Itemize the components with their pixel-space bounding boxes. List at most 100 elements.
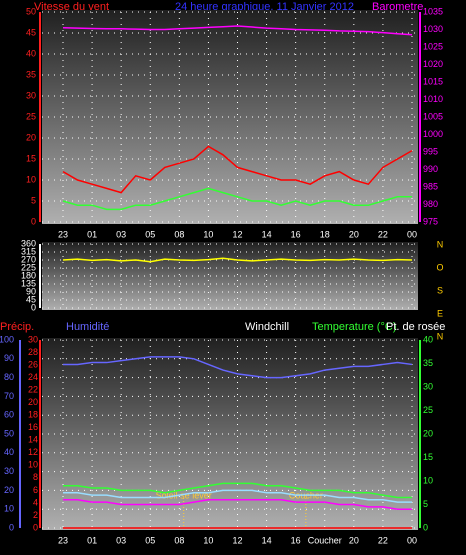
series-line bbox=[62, 187, 412, 211]
x-tick-label: 10 bbox=[203, 535, 213, 545]
y2-axis-title: Temperature (°C) bbox=[312, 321, 396, 333]
y-tick-label: 40 bbox=[26, 48, 36, 58]
y-tick-label: 22 bbox=[28, 385, 38, 395]
legend-label: Pt. de rosée bbox=[386, 321, 445, 333]
y2-tick-label: 15 bbox=[423, 452, 433, 462]
y-tick-label: 180 bbox=[21, 270, 36, 280]
annotation: Soleil se lever bbox=[156, 490, 212, 500]
y2-tick-label: 1015 bbox=[423, 76, 443, 86]
y-tick-label: 18 bbox=[28, 410, 38, 420]
y-tick-label: 90 bbox=[26, 286, 36, 296]
y3-tick-label: 10 bbox=[4, 504, 14, 514]
y3-tick-label: 30 bbox=[4, 466, 14, 476]
y-tick-label: 225 bbox=[21, 262, 36, 272]
y2-tick-label: 25 bbox=[423, 405, 433, 415]
y2-tick-label: 10 bbox=[423, 475, 433, 485]
y-tick-label: 45 bbox=[26, 27, 36, 37]
compass-label: N bbox=[437, 331, 444, 341]
y3-tick-label: 60 bbox=[4, 410, 14, 420]
y3-tick-label: 50 bbox=[4, 428, 14, 438]
y2-tick-label: 1030 bbox=[423, 24, 443, 34]
y-axis-title: Précip. bbox=[0, 321, 34, 333]
series-line bbox=[63, 356, 413, 379]
x-tick-label: 20 bbox=[349, 535, 359, 545]
x-tick-label: 03 bbox=[116, 229, 126, 239]
y2-tick-label: 985 bbox=[423, 181, 438, 191]
x-tick-label: 16 bbox=[291, 535, 301, 545]
series-line bbox=[63, 482, 412, 499]
y3-tick-label: 0 bbox=[9, 522, 14, 532]
series-line bbox=[62, 257, 413, 263]
y-tick-label: 14 bbox=[28, 435, 38, 445]
y3-tick-label: 70 bbox=[4, 391, 14, 401]
y-tick-label: 28 bbox=[28, 347, 38, 357]
y-tick-label: 6 bbox=[33, 485, 38, 495]
series-line bbox=[63, 499, 412, 510]
x-tick-label: 16 bbox=[291, 229, 301, 239]
x-tick-label: 14 bbox=[262, 535, 272, 545]
y-tick-label: 30 bbox=[28, 334, 38, 344]
x-tick-label: 05 bbox=[145, 535, 155, 545]
y2-tick-label: 975 bbox=[423, 216, 438, 226]
y-tick-label: 20 bbox=[26, 132, 36, 142]
series-line bbox=[62, 145, 413, 194]
y2-tick-label: 1005 bbox=[423, 111, 443, 121]
y-tick-label: 10 bbox=[28, 460, 38, 470]
x-tick-label: 10 bbox=[203, 229, 213, 239]
y3-tick-label: 20 bbox=[4, 485, 14, 495]
x-tick-label: 12 bbox=[232, 535, 242, 545]
plot-area bbox=[42, 10, 418, 224]
compass-label: O bbox=[436, 262, 443, 272]
y-tick-label: 4 bbox=[33, 497, 38, 507]
compass-label: S bbox=[437, 285, 443, 295]
y2-tick-label: 1000 bbox=[423, 129, 443, 139]
y2-tick-label: 20 bbox=[423, 428, 433, 438]
series-line bbox=[62, 25, 413, 36]
x-tick-label: 22 bbox=[378, 229, 388, 239]
y-tick-label: 0 bbox=[31, 216, 36, 226]
y-tick-label: 30 bbox=[26, 90, 36, 100]
y-tick-label: 270 bbox=[21, 254, 36, 264]
y2-tick-label: 1010 bbox=[423, 94, 443, 104]
y-tick-label: 2 bbox=[33, 510, 38, 520]
x-tick-label: 22 bbox=[378, 535, 388, 545]
y2-tick-label: 990 bbox=[423, 164, 438, 174]
y2-tick-label: 0 bbox=[423, 522, 428, 532]
y-tick-label: 5 bbox=[31, 195, 36, 205]
y3-tick-label: 80 bbox=[4, 372, 14, 382]
y-axis-title: Vitesse du vent bbox=[34, 1, 109, 13]
y2-tick-label: 995 bbox=[423, 146, 438, 156]
y2-tick-label: 1020 bbox=[423, 59, 443, 69]
legend-label: Windchill bbox=[245, 321, 289, 333]
y-tick-label: 50 bbox=[26, 6, 36, 16]
y-tick-label: 15 bbox=[26, 153, 36, 163]
x-tick-label: 23 bbox=[58, 535, 68, 545]
y-tick-label: 12 bbox=[28, 447, 38, 457]
y2-tick-label: 40 bbox=[423, 334, 433, 344]
x-tick-label: 20 bbox=[349, 229, 359, 239]
y-tick-label: 45 bbox=[26, 294, 36, 304]
x-tick-label: 14 bbox=[262, 229, 272, 239]
y-tick-label: 24 bbox=[28, 372, 38, 382]
y-tick-label: 35 bbox=[26, 69, 36, 79]
y-tick-label: 0 bbox=[31, 302, 36, 312]
y-tick-label: 26 bbox=[28, 359, 38, 369]
x-tick-label: 08 bbox=[174, 229, 184, 239]
y-tick-label: 20 bbox=[28, 397, 38, 407]
compass-label: N bbox=[437, 239, 444, 249]
y3-axis-title: Humidité bbox=[66, 321, 109, 333]
y-tick-label: 16 bbox=[28, 422, 38, 432]
chart-title: 24 heure graphique, 11 Janvier 2012 bbox=[175, 1, 354, 13]
x-tick-label: 01 bbox=[87, 535, 97, 545]
y-tick-label: 0 bbox=[33, 522, 38, 532]
y3-tick-label: 40 bbox=[4, 447, 14, 457]
y2-axis-title: Barometre bbox=[372, 1, 423, 13]
y2-tick-label: 30 bbox=[423, 381, 433, 391]
x-tick-label: 00 bbox=[407, 535, 417, 545]
x-tick-label: 08 bbox=[174, 535, 184, 545]
plot-area bbox=[42, 242, 418, 310]
x-tick-label: 12 bbox=[232, 229, 242, 239]
y-tick-label: 360 bbox=[21, 238, 36, 248]
x-tick-label: 05 bbox=[145, 229, 155, 239]
